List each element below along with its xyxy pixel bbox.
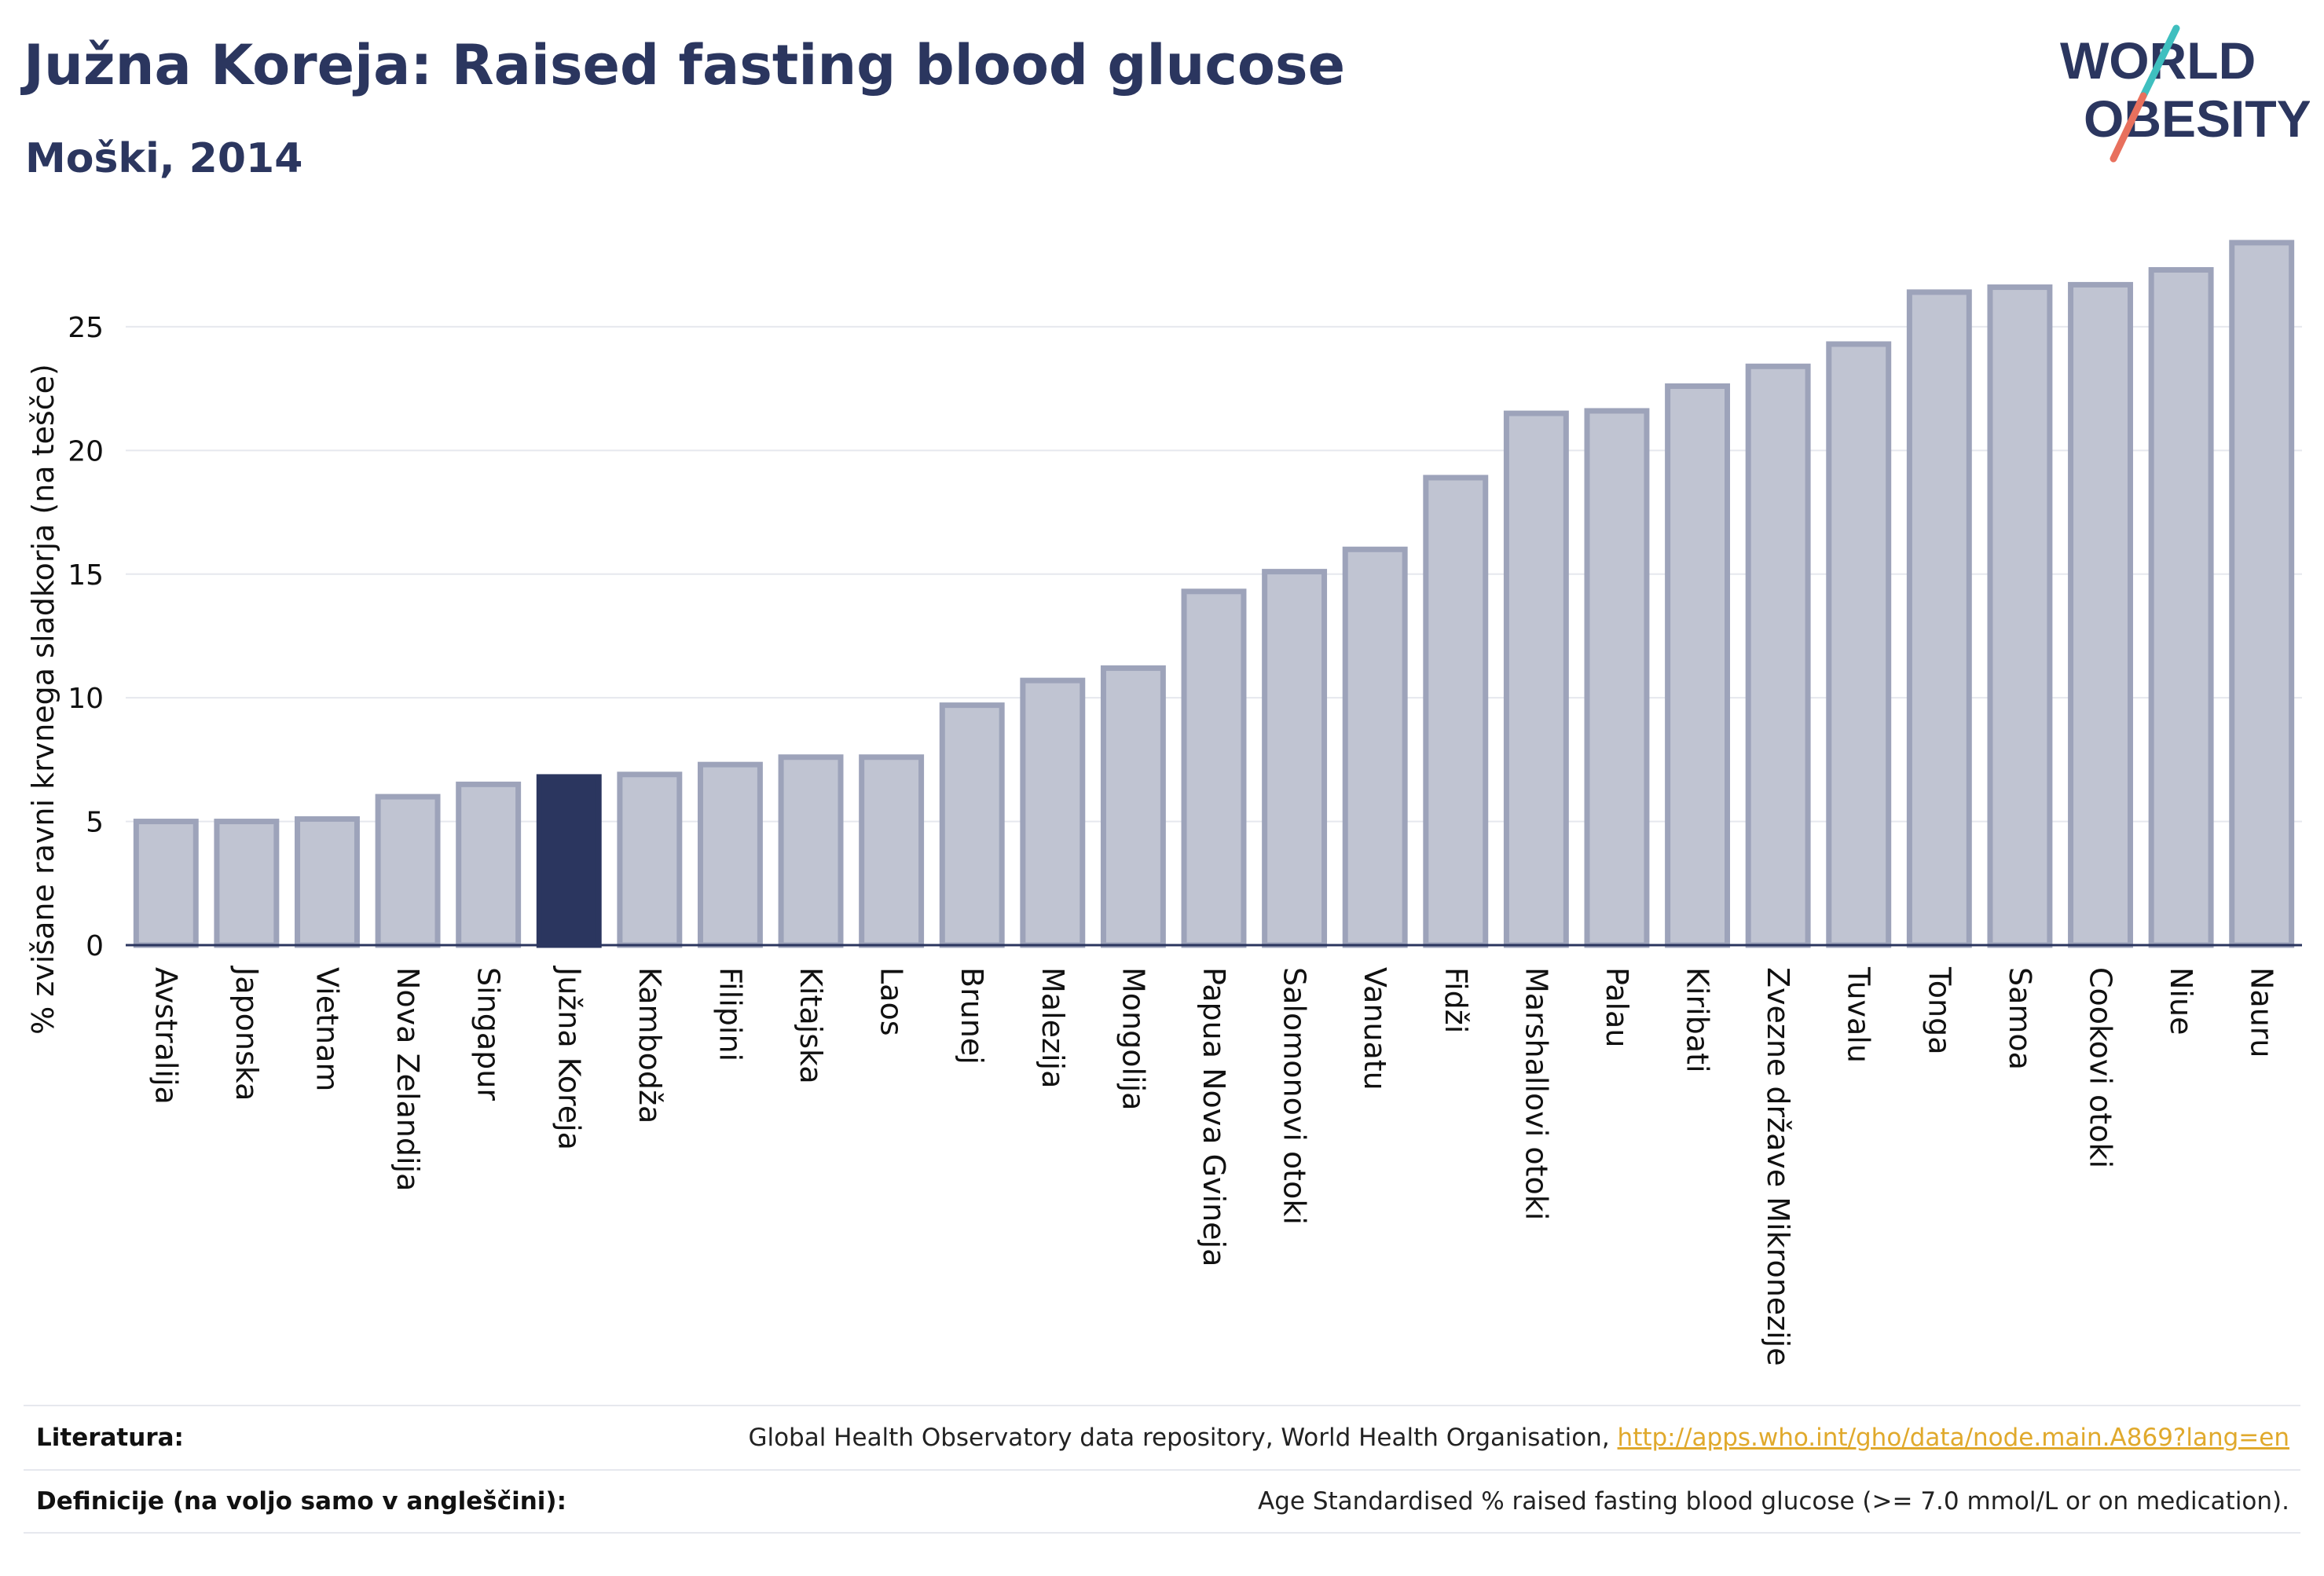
x-tick-label: Vietnam [310, 967, 344, 1091]
x-tick-label: Kitajska [794, 967, 828, 1084]
x-tick-label: Tonga [1922, 966, 1956, 1055]
bar [1100, 665, 1166, 948]
source-footer: Literatura: Global Health Observatory da… [24, 1405, 2300, 1534]
axis-layer: 0 5 10 15 20 25 Avstralija Japonska Vietnam Nova … [68, 312, 2302, 1366]
x-tick-label: Papua Nova Gvineja [1197, 967, 1231, 1266]
x-tick-label: Cookovi otoki [2084, 967, 2118, 1168]
y-tick-label: 0 [86, 930, 104, 962]
literature-link[interactable]: http://apps.who.int/gho/data/node.main.A… [1617, 1424, 2289, 1452]
bar [1987, 284, 2053, 948]
chart-subtitle: Moški, 2014 [25, 135, 303, 182]
x-tick-label: Malezija [1036, 967, 1070, 1088]
bar-chart: 0 5 10 15 20 25 Avstralija Japonska Vietnam Nova … [26, 240, 2302, 1366]
bar [1423, 475, 1489, 948]
bar [1584, 408, 1650, 948]
bar [778, 754, 844, 948]
bar [939, 702, 1005, 948]
x-tick-label: Laos [874, 967, 909, 1036]
bar [859, 754, 925, 948]
x-tick-label: Niue [2164, 967, 2198, 1035]
bar [2229, 240, 2295, 948]
bar [456, 781, 522, 948]
definitions-text: Age Standardised % raised fasting blood … [1258, 1487, 2289, 1516]
bar [1181, 588, 1247, 948]
x-tick-label: Brunej [955, 967, 989, 1065]
x-tick-label: Japonska [229, 966, 264, 1101]
literature-row: Literatura: Global Health Observatory da… [24, 1405, 2300, 1469]
literature-value: Global Health Observatory data repositor… [748, 1424, 2289, 1452]
bars-layer [133, 240, 2295, 948]
x-tick-label: Palau [1600, 967, 1634, 1047]
bar [133, 819, 199, 948]
world-obesity-logo: WORLD OBESITY [2060, 24, 2310, 163]
logo-slash-coral [2110, 92, 2147, 163]
x-tick-label: Mongolija [1116, 967, 1150, 1110]
x-tick-label: Tuvalu [1842, 966, 1876, 1063]
x-tick-label: Kiribati [1681, 967, 1715, 1073]
x-tick-label: Avstralija [148, 967, 183, 1105]
bar [1503, 410, 1569, 948]
bar [1665, 383, 1731, 948]
definitions-row: Definicije (na voljo samo v angleščini):… [24, 1469, 2300, 1534]
x-tick-label: Fidži [1439, 967, 1473, 1033]
bar [2068, 281, 2133, 948]
chart-title: Južna Koreja: Raised fasting blood gluco… [24, 33, 1346, 97]
bar [1745, 363, 1811, 948]
x-tick-label: Kambodža [632, 967, 667, 1123]
definitions-label: Definicije (na voljo samo v angleščini): [36, 1487, 566, 1516]
x-tick-label: Nauru [2245, 967, 2279, 1058]
y-tick-label: 5 [86, 807, 104, 839]
bar [536, 774, 602, 948]
bar [1826, 341, 1892, 948]
bar [214, 819, 280, 948]
x-tick-label: Nova Zelandija [390, 967, 425, 1191]
bar [617, 772, 683, 948]
bar [1262, 569, 1328, 948]
x-tick-label: Vanuatu [1358, 967, 1392, 1090]
x-tick-label: Zvezne države Mikronezije [1761, 967, 1795, 1366]
x-tick-label: Salomonovi otoki [1277, 967, 1312, 1225]
y-tick-label: 20 [68, 435, 104, 467]
bar [1020, 677, 1086, 948]
y-tick-label: 15 [68, 559, 104, 592]
y-axis-label: % zvišane ravni krvnega sladkorja (na te… [26, 364, 60, 1035]
bar [375, 793, 441, 948]
literature-label: Literatura: [36, 1424, 184, 1452]
bar [295, 815, 360, 948]
bar [1906, 289, 1972, 948]
bar [1342, 546, 1408, 948]
logo-slash-teal [2139, 24, 2180, 100]
x-tick-label: Filipini [713, 967, 747, 1061]
x-tick-label: Južna Koreja [552, 966, 586, 1150]
x-tick-label: Marshallovi otoki [1519, 967, 1553, 1220]
x-tick-label: Singapur [471, 967, 506, 1101]
x-tick-label: Samoa [2003, 967, 2037, 1070]
y-tick-label: 25 [68, 312, 104, 344]
literature-text: Global Health Observatory data repositor… [748, 1424, 1610, 1452]
y-tick-label: 10 [68, 683, 104, 715]
bar [697, 761, 763, 948]
bar [2148, 267, 2214, 948]
